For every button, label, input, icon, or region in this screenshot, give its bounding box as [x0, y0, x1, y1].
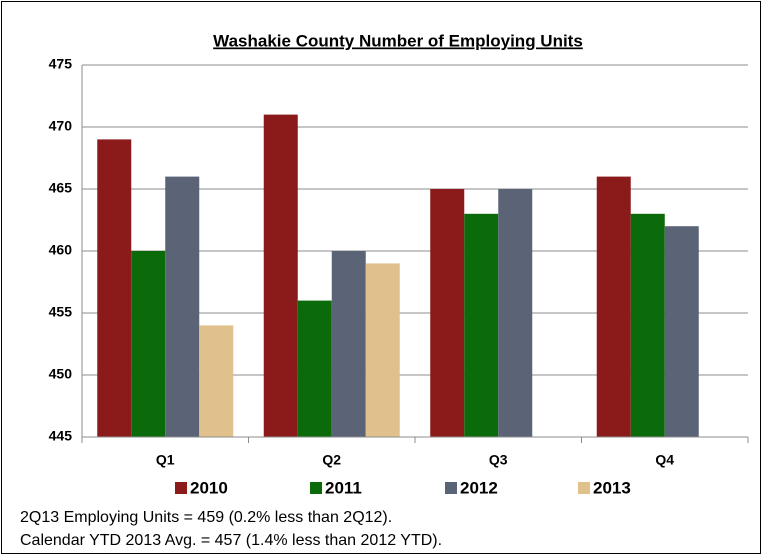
y-tick-label: 475: [49, 56, 73, 72]
bar: [630, 213, 665, 437]
legend-swatch: [578, 482, 590, 494]
legend-label: 2012: [460, 478, 498, 497]
chart-title: Washakie County Number of Employing Unit…: [213, 31, 583, 50]
bar: [365, 263, 400, 437]
bar: [131, 251, 166, 437]
y-tick-label: 465: [49, 180, 73, 196]
y-tick-label: 450: [49, 366, 73, 382]
bar: [165, 176, 200, 437]
bar: [498, 189, 533, 437]
legend-label: 2013: [593, 478, 631, 497]
bar: [199, 325, 234, 437]
x-tick-label: Q2: [322, 452, 341, 468]
legend-swatch: [445, 482, 457, 494]
y-tick-label: 455: [49, 304, 73, 320]
bar: [297, 300, 332, 437]
y-tick-label: 460: [49, 242, 73, 258]
bar: [263, 114, 298, 437]
legend-label: 2010: [190, 478, 228, 497]
y-tick-label: 445: [49, 428, 73, 444]
x-tick-label: Q3: [489, 452, 508, 468]
note: 2Q13 Employing Units = 459 (0.2% less th…: [20, 509, 392, 526]
legend-swatch: [175, 482, 187, 494]
x-tick-label: Q1: [156, 452, 175, 468]
legend-swatch: [310, 482, 322, 494]
bar: [596, 176, 631, 437]
bar: [464, 213, 499, 437]
bar: [97, 139, 132, 437]
bar: [664, 226, 699, 437]
legend-label: 2011: [325, 478, 362, 497]
bar: [331, 251, 366, 437]
note: Calendar YTD 2013 Avg. = 457 (1.4% less …: [20, 532, 442, 549]
y-tick-label: 470: [49, 118, 73, 134]
bar: [430, 189, 465, 437]
x-tick-label: Q4: [655, 452, 674, 468]
